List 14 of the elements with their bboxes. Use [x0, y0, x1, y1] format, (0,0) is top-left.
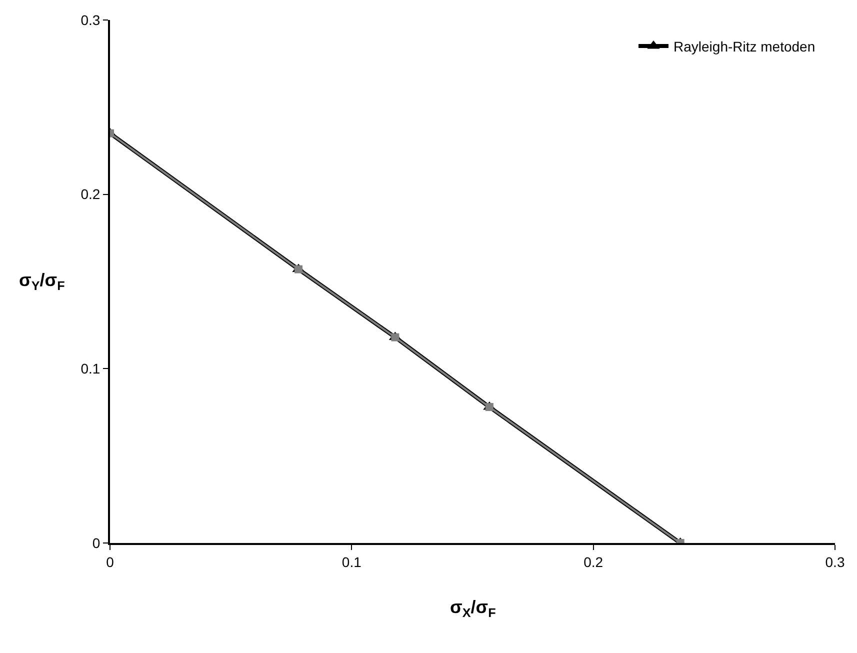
- point: [391, 333, 400, 342]
- x-tick-label: 0.1: [342, 554, 362, 570]
- y-tick-label: 0.1: [80, 360, 100, 377]
- y-tick-label: 0.3: [80, 12, 100, 28]
- point: [485, 403, 494, 412]
- x-tick-label: 0.2: [584, 554, 604, 570]
- y-tick-label: 0.2: [80, 186, 100, 202]
- point: [294, 265, 302, 274]
- legend-label: Rayleigh-Ritz metoden: [674, 38, 816, 55]
- x-tick-label: 0.3: [825, 554, 845, 570]
- x-axis-title: σ$_{X}$/σ$_{F}$: [450, 597, 496, 620]
- x-tick-label: 0: [106, 554, 114, 570]
- y-axis-title: σ$_{Y}$/σ$_{F}$: [19, 270, 66, 293]
- y-tick-label: 0: [92, 534, 100, 551]
